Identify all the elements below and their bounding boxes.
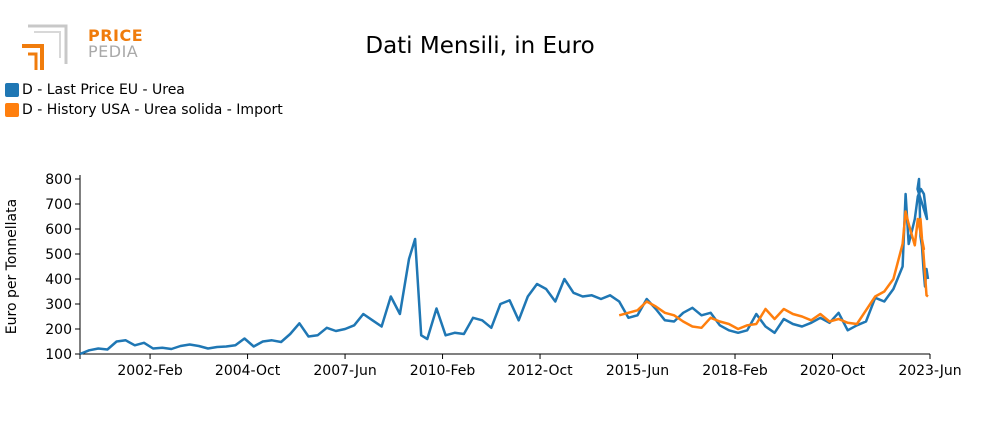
x-tick-label: 2002-Feb: [117, 363, 183, 379]
y-tick-label: 700: [45, 197, 72, 213]
legend-item-usa[interactable]: D - History USA - Urea solida - Import: [5, 100, 283, 120]
x-tick-label: 2004-Oct: [215, 363, 281, 379]
pricepedia-logo: PRICE PEDIA: [20, 24, 143, 74]
x-tick-label: 2010-Feb: [410, 363, 476, 379]
y-tick-label: 800: [45, 172, 72, 188]
y-tick-label: 100: [45, 347, 72, 363]
logo-text-pedia: PEDIA: [88, 42, 139, 61]
x-tick-label: 2023-Jun: [898, 363, 961, 379]
x-tick-label: 2012-Oct: [507, 363, 573, 379]
logo-text-price: PRICE: [88, 26, 144, 45]
legend-swatch-eu: [5, 83, 19, 97]
chart-axes: 100 200 300 400 500 600 700 800 2002-Feb 2004-Oct…: [4, 172, 962, 379]
chart-series: [79, 177, 930, 356]
chart-title: Dati Mensili, in Euro: [365, 33, 595, 59]
legend-item-eu[interactable]: D - Last Price EU - Urea: [5, 80, 283, 100]
legend-label-eu: D - Last Price EU - Urea: [22, 82, 185, 98]
series-line-usa: [618, 210, 929, 331]
y-tick-label: 400: [45, 272, 72, 288]
x-tick-label: 2015-Jun: [606, 363, 669, 379]
y-tick-label: 300: [45, 297, 72, 313]
x-tick-label: 2020-Oct: [800, 363, 866, 379]
legend-swatch-usa: [5, 103, 19, 117]
x-tick-label: 2018-Feb: [702, 363, 768, 379]
y-tick-label: 600: [45, 222, 72, 238]
chart-legend: D - Last Price EU - Urea D - History USA…: [5, 80, 283, 120]
series-line-eu: [79, 177, 930, 356]
logo-mark-icon: [22, 24, 68, 70]
y-tick-label: 200: [45, 322, 72, 338]
x-tick-label: 2007-Jun: [313, 363, 376, 379]
y-tick-label: 500: [45, 247, 72, 263]
legend-label-usa: D - History USA - Urea solida - Import: [22, 102, 283, 118]
y-axis-label: Euro per Tonnellata: [4, 199, 20, 334]
